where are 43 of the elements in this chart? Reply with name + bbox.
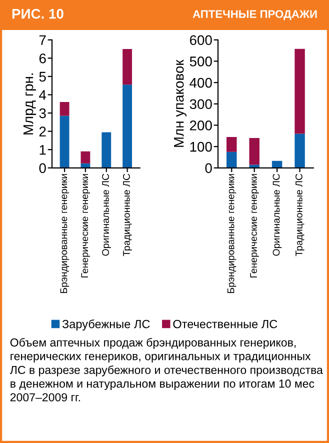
x-tick-label: Генерические генерики: [81, 174, 90, 278]
bar: [272, 160, 282, 168]
y-tick-label: 5: [39, 72, 46, 82]
x-tick-label: Оригинальные ЛС: [272, 174, 282, 256]
x-tick-label: Брэндированные генерики: [60, 174, 70, 294]
y-tick-label: 200: [190, 120, 212, 130]
x-tick-label: Традиционные ЛС: [123, 174, 132, 256]
y-tick-label: 0: [205, 163, 212, 174]
y-tick-label: 400: [190, 78, 212, 88]
y-tick-label: 1: [40, 145, 46, 155]
x-tick-label: Генерические генерики: [250, 174, 259, 278]
y-tick-label: 100: [190, 142, 212, 152]
bar: [102, 132, 112, 168]
y-tick-label: 300: [190, 99, 212, 110]
y-tick-label: 2: [39, 126, 46, 136]
bar: [122, 49, 132, 85]
bar: [294, 134, 305, 168]
legend-label: Зарубежные ЛС: [62, 319, 150, 331]
bar: [80, 151, 90, 164]
bar: [226, 136, 237, 152]
legend-label: Отечественные ЛС: [173, 320, 278, 328]
bar: [226, 152, 237, 168]
y-tick-label: 600: [190, 35, 212, 46]
x-tick-label: Традиционные ЛС: [296, 174, 304, 256]
bar: [294, 48, 305, 134]
chart-title: АПТЕЧНЫЕ ПРОДАЖИ: [192, 10, 317, 20]
x-tick-label: Оригинальные ЛС: [102, 174, 111, 256]
y-tick-label: 3: [39, 108, 46, 118]
y-axis-title: Млн упаковок: [174, 60, 186, 147]
bar: [249, 138, 260, 165]
y-tick-label: 7: [39, 35, 46, 45]
x-tick-label: Брэндированные генерики: [227, 174, 236, 294]
bar: [60, 102, 70, 116]
bar: [249, 164, 260, 168]
y-axis-title: Млрд грн.: [24, 73, 36, 134]
text: Объем аптечных продаж брэндированных генериков, генерических генериков, оригинальных и традиционных ЛС в разрезе зарубежного и отечественного производства в денежном и натуральном выражении по итогам 10 мес 2007–2009 гг.: [10, 338, 323, 402]
y-tick-label: 4: [39, 90, 46, 100]
bar: [122, 84, 132, 168]
y-tick-label: 500: [190, 56, 212, 66]
y-tick-label: 6: [39, 53, 46, 64]
chart-title: РИС. 10: [12, 8, 64, 19]
y-tick-label: 0: [39, 163, 46, 174]
bar: [60, 116, 70, 168]
